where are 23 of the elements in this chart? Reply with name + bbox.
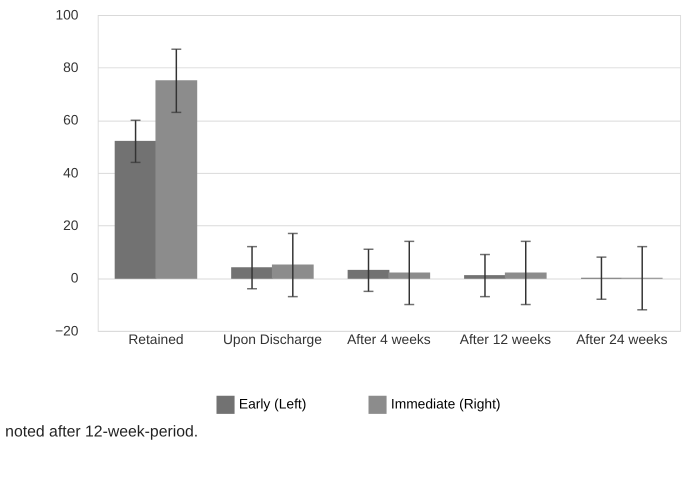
bar: [272, 264, 314, 279]
x-tick-label: Upon Discharge: [222, 331, 322, 348]
text: noted after 12-week-period.: [5, 423, 198, 440]
bar: [348, 270, 390, 279]
y-tick-label: 0: [70, 270, 79, 286]
x-tick-label: Retained: [128, 331, 184, 348]
y-tick-label: −20: [55, 322, 79, 338]
x-tick-label: After 4 weeks: [347, 331, 431, 348]
legend-label: Early (Left): [238, 396, 306, 412]
y-tick-label: 40: [63, 164, 79, 180]
legend-label: Immediate (Right): [390, 396, 501, 412]
y-tick-label: 80: [63, 59, 79, 76]
y-tick-label: 60: [63, 112, 79, 128]
bar: [231, 267, 273, 279]
bar: [114, 140, 156, 279]
y-tick-label: 100: [55, 6, 79, 22]
bar: [155, 80, 198, 279]
y-tick-label: 20: [63, 217, 79, 234]
bar: [504, 272, 547, 279]
x-tick-label: After 24 weeks: [576, 331, 668, 348]
bar: [388, 272, 430, 279]
x-tick-label: After 12 weeks: [460, 331, 552, 348]
bar: [464, 275, 506, 279]
